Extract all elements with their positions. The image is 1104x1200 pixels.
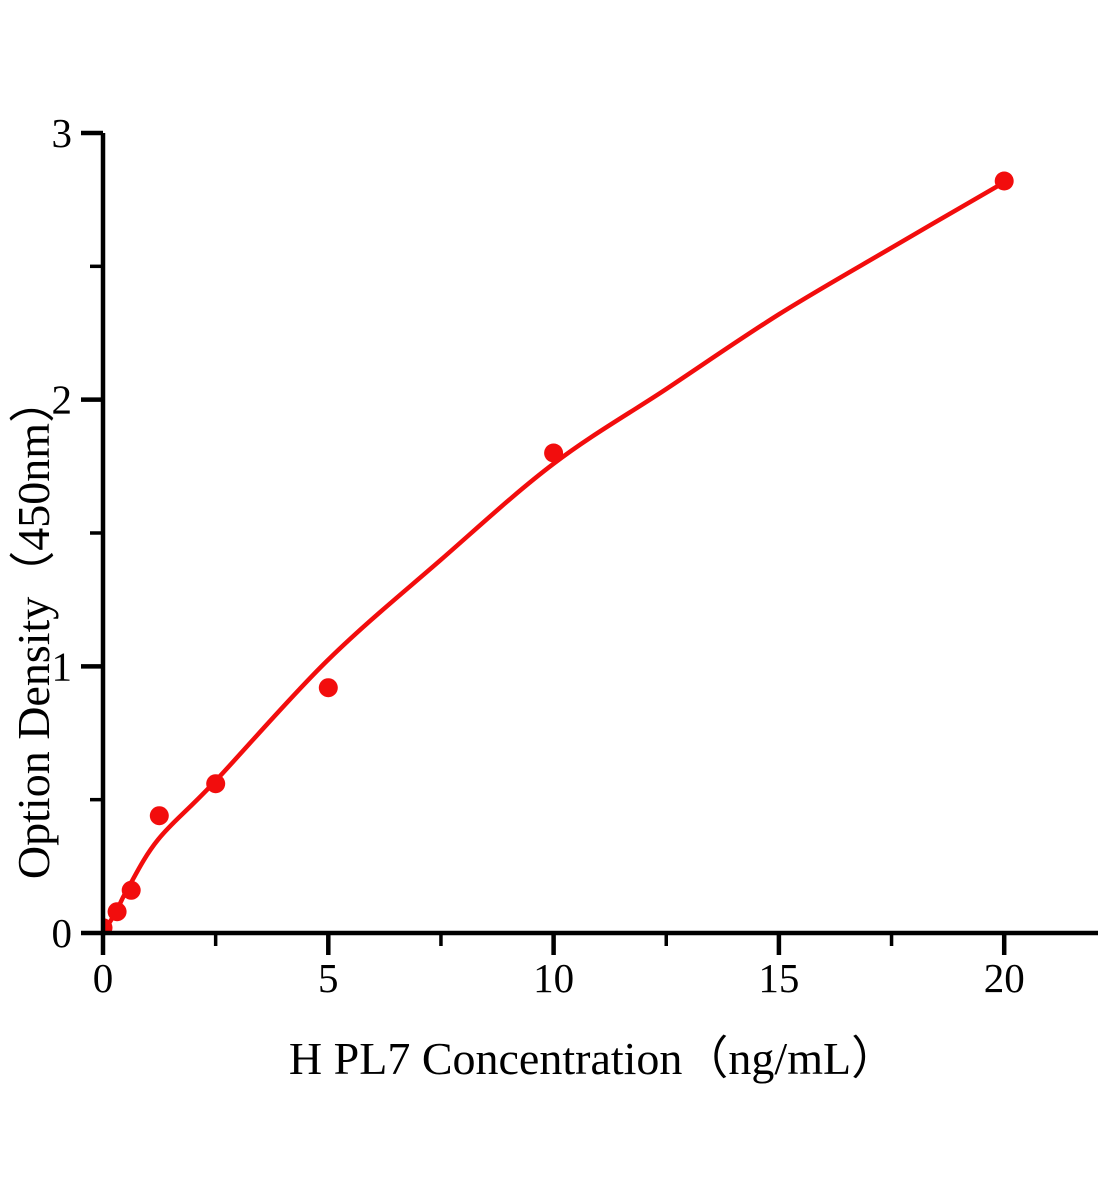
x-tick-label: 5 xyxy=(318,955,339,1001)
x-tick-label: 20 xyxy=(984,955,1025,1001)
data-point xyxy=(206,774,226,794)
fit-curve xyxy=(102,180,1007,933)
data-point xyxy=(149,806,169,826)
y-tick-label: 0 xyxy=(52,910,73,956)
x-tick-label: 15 xyxy=(758,955,799,1001)
x-axis-title: H PL7 Concentration（ng/mL） xyxy=(288,1033,898,1084)
y-tick-label: 3 xyxy=(52,110,73,156)
data-point xyxy=(121,880,141,900)
data-point xyxy=(994,171,1014,191)
y-tick-label: 1 xyxy=(52,643,73,689)
y-tick-label: 2 xyxy=(52,377,73,423)
plot-data-layer xyxy=(102,171,1014,933)
data-point xyxy=(544,443,564,463)
x-tick-label: 0 xyxy=(93,955,114,1001)
y-axis-title: Option Density（450nm） xyxy=(8,376,59,880)
data-point xyxy=(107,902,127,922)
data-point xyxy=(318,678,338,698)
x-tick-label: 10 xyxy=(533,955,574,1001)
